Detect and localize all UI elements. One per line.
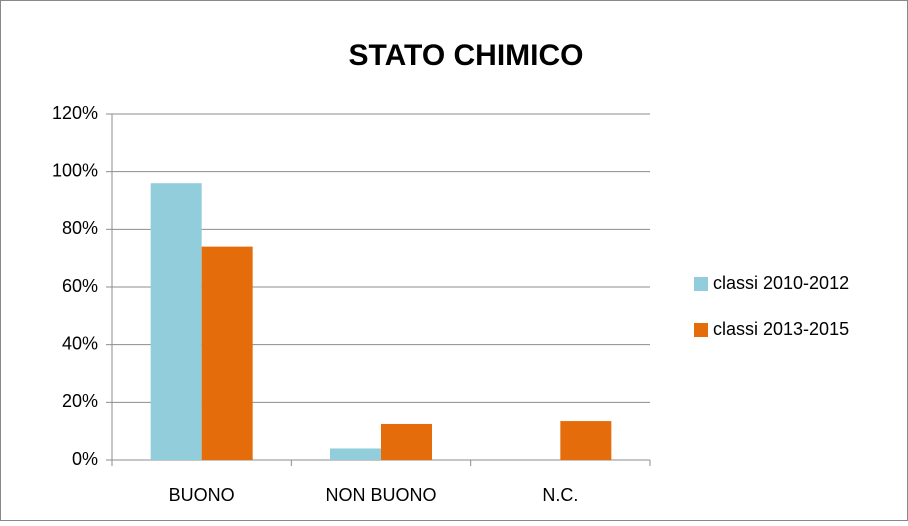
y-tick-label: 0%: [72, 449, 98, 469]
x-tick-label: N.C.: [542, 485, 578, 505]
bar: [381, 423, 432, 460]
legend-label: classi 2010-2012: [713, 273, 849, 293]
legend-swatch: [694, 277, 708, 291]
y-tick-label: 60%: [62, 276, 98, 296]
legend-label: classi 2013-2015: [713, 319, 849, 339]
legend-swatch: [694, 323, 708, 337]
y-tick-label: 20%: [62, 391, 98, 411]
bar: [150, 183, 202, 460]
bar: [330, 448, 381, 460]
y-tick-label: 80%: [62, 218, 98, 238]
x-tick-label: NON BUONO: [325, 485, 436, 505]
bar: [560, 421, 612, 460]
y-tick-label: 40%: [62, 333, 98, 353]
x-tick-label: BUONO: [169, 485, 235, 505]
bar: [201, 246, 253, 460]
chart-title: STATO CHIMICO: [349, 39, 584, 72]
y-tick-label: 100%: [52, 160, 98, 180]
y-tick-label: 120%: [52, 103, 98, 123]
